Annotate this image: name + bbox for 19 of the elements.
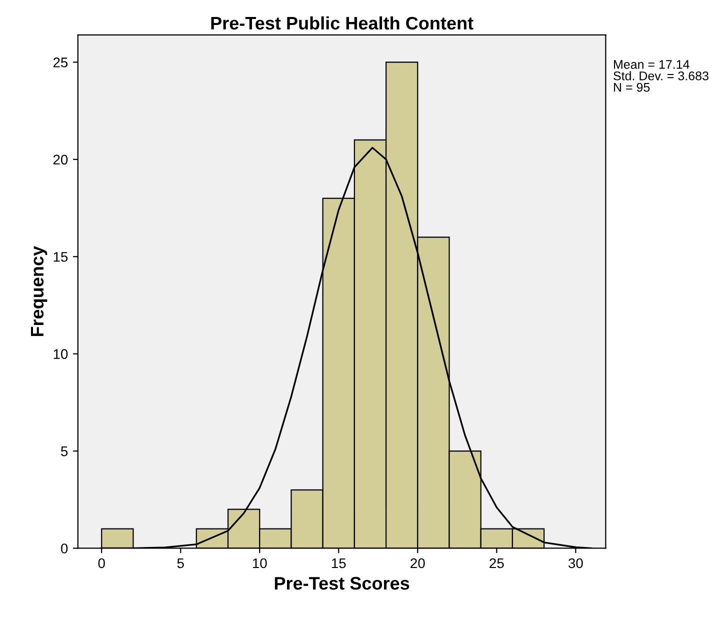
y-tick-label: 0 — [60, 544, 68, 554]
y-tick-label: 25 — [53, 58, 68, 68]
x-tick-label: 15 — [332, 558, 346, 568]
x-tick-label: 0 — [98, 558, 105, 568]
text: N = 95 — [614, 82, 650, 92]
y-tick-label: 10 — [54, 349, 68, 359]
chart-title: Pre-Test Public Health Content — [211, 16, 474, 30]
text: Std. Dev. = 3.683 — [614, 71, 708, 80]
y-tick-label: 15 — [54, 252, 68, 262]
y-tick-label: 5 — [61, 446, 68, 456]
y-axis-title: Frequency — [31, 246, 48, 336]
x-tick-label: 10 — [252, 558, 267, 568]
x-tick-label: 5 — [177, 558, 184, 568]
text: Mean = 17.14 — [614, 60, 690, 69]
x-tick-label: 25 — [490, 558, 504, 568]
x-tick-label: 20 — [410, 558, 425, 568]
x-axis-title: Pre-Test Scores — [274, 576, 410, 590]
y-tick-label: 20 — [53, 154, 68, 165]
x-tick-label: 30 — [568, 558, 583, 568]
